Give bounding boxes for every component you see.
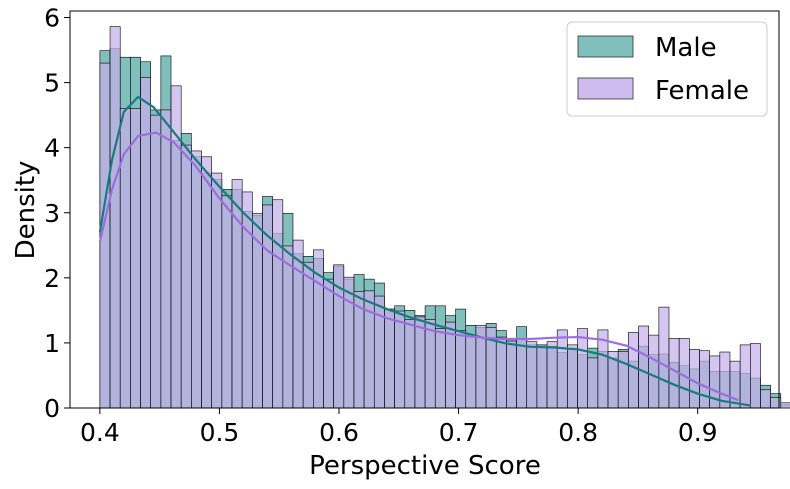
legend-swatch-female bbox=[577, 77, 634, 100]
bar-female-4 bbox=[140, 77, 151, 409]
bar-female-41 bbox=[516, 338, 528, 409]
bar-female-10 bbox=[201, 156, 212, 409]
bar-female-17 bbox=[272, 199, 284, 409]
bar-female-59 bbox=[699, 350, 710, 409]
bar-female-43 bbox=[536, 344, 548, 409]
plot-frame bbox=[69, 10, 780, 409]
bar-female-20 bbox=[302, 261, 314, 409]
bar-female-9 bbox=[191, 150, 202, 409]
bar-female-12 bbox=[221, 195, 233, 409]
bar-female-47 bbox=[577, 328, 588, 409]
bar-female-42 bbox=[526, 341, 538, 409]
bar-female-33 bbox=[434, 328, 446, 409]
bar-female-6 bbox=[160, 109, 172, 409]
x-tick-label: 0.8 bbox=[558, 418, 598, 447]
bar-female-3 bbox=[130, 108, 141, 409]
bar-female-55 bbox=[658, 306, 670, 409]
x-tick-label: 0.9 bbox=[678, 418, 718, 447]
bar-female-45 bbox=[556, 329, 568, 409]
legend-label-male: Male bbox=[655, 33, 717, 63]
y-axis-label: Density bbox=[11, 161, 41, 260]
x-tick-label: 0.6 bbox=[319, 418, 359, 447]
x-tick-label: 0.4 bbox=[80, 418, 120, 447]
bar-female-19 bbox=[292, 239, 304, 409]
bar-female-54 bbox=[648, 334, 660, 409]
kde-line-male bbox=[98, 95, 751, 407]
bar-female-67 bbox=[780, 402, 790, 409]
bar-female-39 bbox=[495, 336, 507, 409]
bar-female-63 bbox=[739, 344, 751, 409]
bar-female-40 bbox=[506, 340, 517, 409]
bar-female-18 bbox=[282, 245, 294, 409]
bar-female-8 bbox=[180, 144, 192, 409]
bar-female-24 bbox=[343, 276, 355, 409]
bar-female-65 bbox=[760, 389, 771, 409]
kde-curves bbox=[98, 95, 751, 407]
y-tick-label: 6 bbox=[44, 4, 60, 33]
y-tick-label: 2 bbox=[44, 264, 60, 293]
bar-female-46 bbox=[567, 344, 578, 409]
y-tick-label: 5 bbox=[44, 69, 60, 98]
legend: Male Female bbox=[566, 21, 768, 117]
y-tick-label: 0 bbox=[44, 394, 60, 423]
bar-female-26 bbox=[363, 290, 375, 409]
bar-female-15 bbox=[252, 213, 263, 409]
y-tick-label: 3 bbox=[44, 199, 60, 228]
bar-female-30 bbox=[404, 319, 416, 409]
y-tick-label: 1 bbox=[44, 329, 60, 358]
y-axis-ticks: 0 1 2 3 4 5 6 bbox=[44, 4, 70, 423]
x-tick-label: 0.5 bbox=[200, 418, 240, 447]
bar-female-1 bbox=[109, 26, 121, 409]
kde-line-female bbox=[98, 131, 739, 402]
bar-female-53 bbox=[638, 325, 649, 409]
bar-female-11 bbox=[211, 172, 223, 409]
legend-swatch-male bbox=[577, 35, 634, 58]
bar-female-32 bbox=[424, 319, 436, 409]
legend-label-female: Female bbox=[655, 76, 749, 106]
bar-female-52 bbox=[628, 332, 639, 409]
bar-female-44 bbox=[546, 341, 558, 409]
bar-female-35 bbox=[455, 330, 467, 409]
bar-female-14 bbox=[241, 191, 253, 409]
bar-female-51 bbox=[617, 351, 629, 409]
bar-female-31 bbox=[414, 316, 426, 409]
bar-female-5 bbox=[150, 114, 162, 409]
bar-female-62 bbox=[729, 360, 741, 409]
x-tick-label: 0.7 bbox=[439, 418, 479, 447]
bar-female-22 bbox=[323, 278, 334, 409]
bar-female-48 bbox=[587, 357, 599, 409]
bar-female-61 bbox=[719, 351, 731, 409]
y-tick-label: 4 bbox=[44, 134, 60, 163]
bar-female-36 bbox=[465, 335, 477, 409]
x-axis-label: Perspective Score bbox=[309, 451, 541, 481]
bar-female-29 bbox=[394, 310, 406, 409]
bar-female-28 bbox=[384, 308, 395, 409]
bar-female-64 bbox=[750, 343, 761, 409]
x-axis-ticks: 0.4 0.5 0.6 0.7 0.8 0.9 bbox=[80, 408, 718, 447]
